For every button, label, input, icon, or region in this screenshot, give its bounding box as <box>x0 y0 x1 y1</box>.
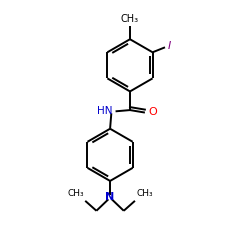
Text: N: N <box>106 192 115 202</box>
Text: CH₃: CH₃ <box>67 189 84 198</box>
Text: HN: HN <box>97 106 112 116</box>
Text: I: I <box>168 41 171 51</box>
Text: CH₃: CH₃ <box>136 189 153 198</box>
Text: O: O <box>148 107 157 117</box>
Text: CH₃: CH₃ <box>121 14 139 24</box>
